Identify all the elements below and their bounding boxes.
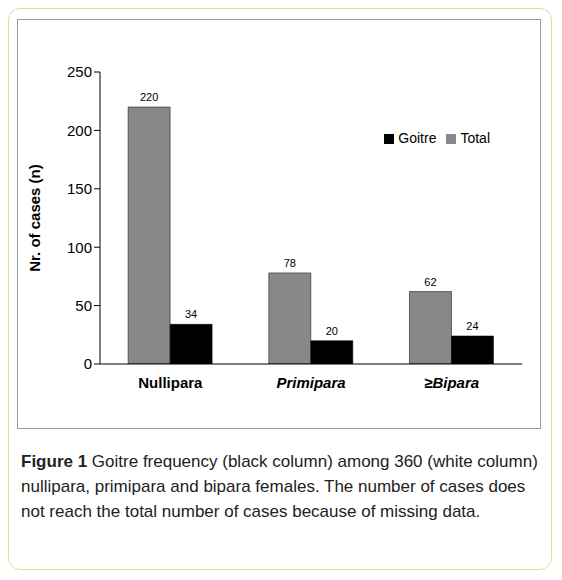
svg-text:250: 250: [67, 63, 92, 80]
svg-text:78: 78: [284, 257, 296, 269]
svg-text:Primipara: Primipara: [276, 374, 345, 391]
svg-text:62: 62: [424, 276, 436, 288]
svg-text:24: 24: [466, 320, 478, 332]
svg-text:50: 50: [75, 297, 92, 314]
svg-text:220: 220: [140, 91, 158, 103]
svg-text:34: 34: [185, 308, 197, 320]
svg-text:100: 100: [67, 239, 92, 256]
svg-text:Nullipara: Nullipara: [138, 374, 203, 391]
html-text:Goitre: Goitre: [398, 130, 437, 146]
svg-text:150: 150: [67, 180, 92, 197]
svg-text:≥Bipara: ≥Bipara: [424, 374, 479, 391]
svg-text:Nr. of cases (n): Nr. of cases (n): [26, 164, 43, 272]
html-text:Total: Total: [460, 130, 490, 146]
svg-text:20: 20: [326, 325, 338, 337]
svg-text:200: 200: [67, 122, 92, 139]
html-text:Figure 1 Goitre frequency (bla: Figure 1 Goitre frequency (black column)…: [21, 452, 538, 521]
svg-text:0: 0: [84, 355, 92, 372]
